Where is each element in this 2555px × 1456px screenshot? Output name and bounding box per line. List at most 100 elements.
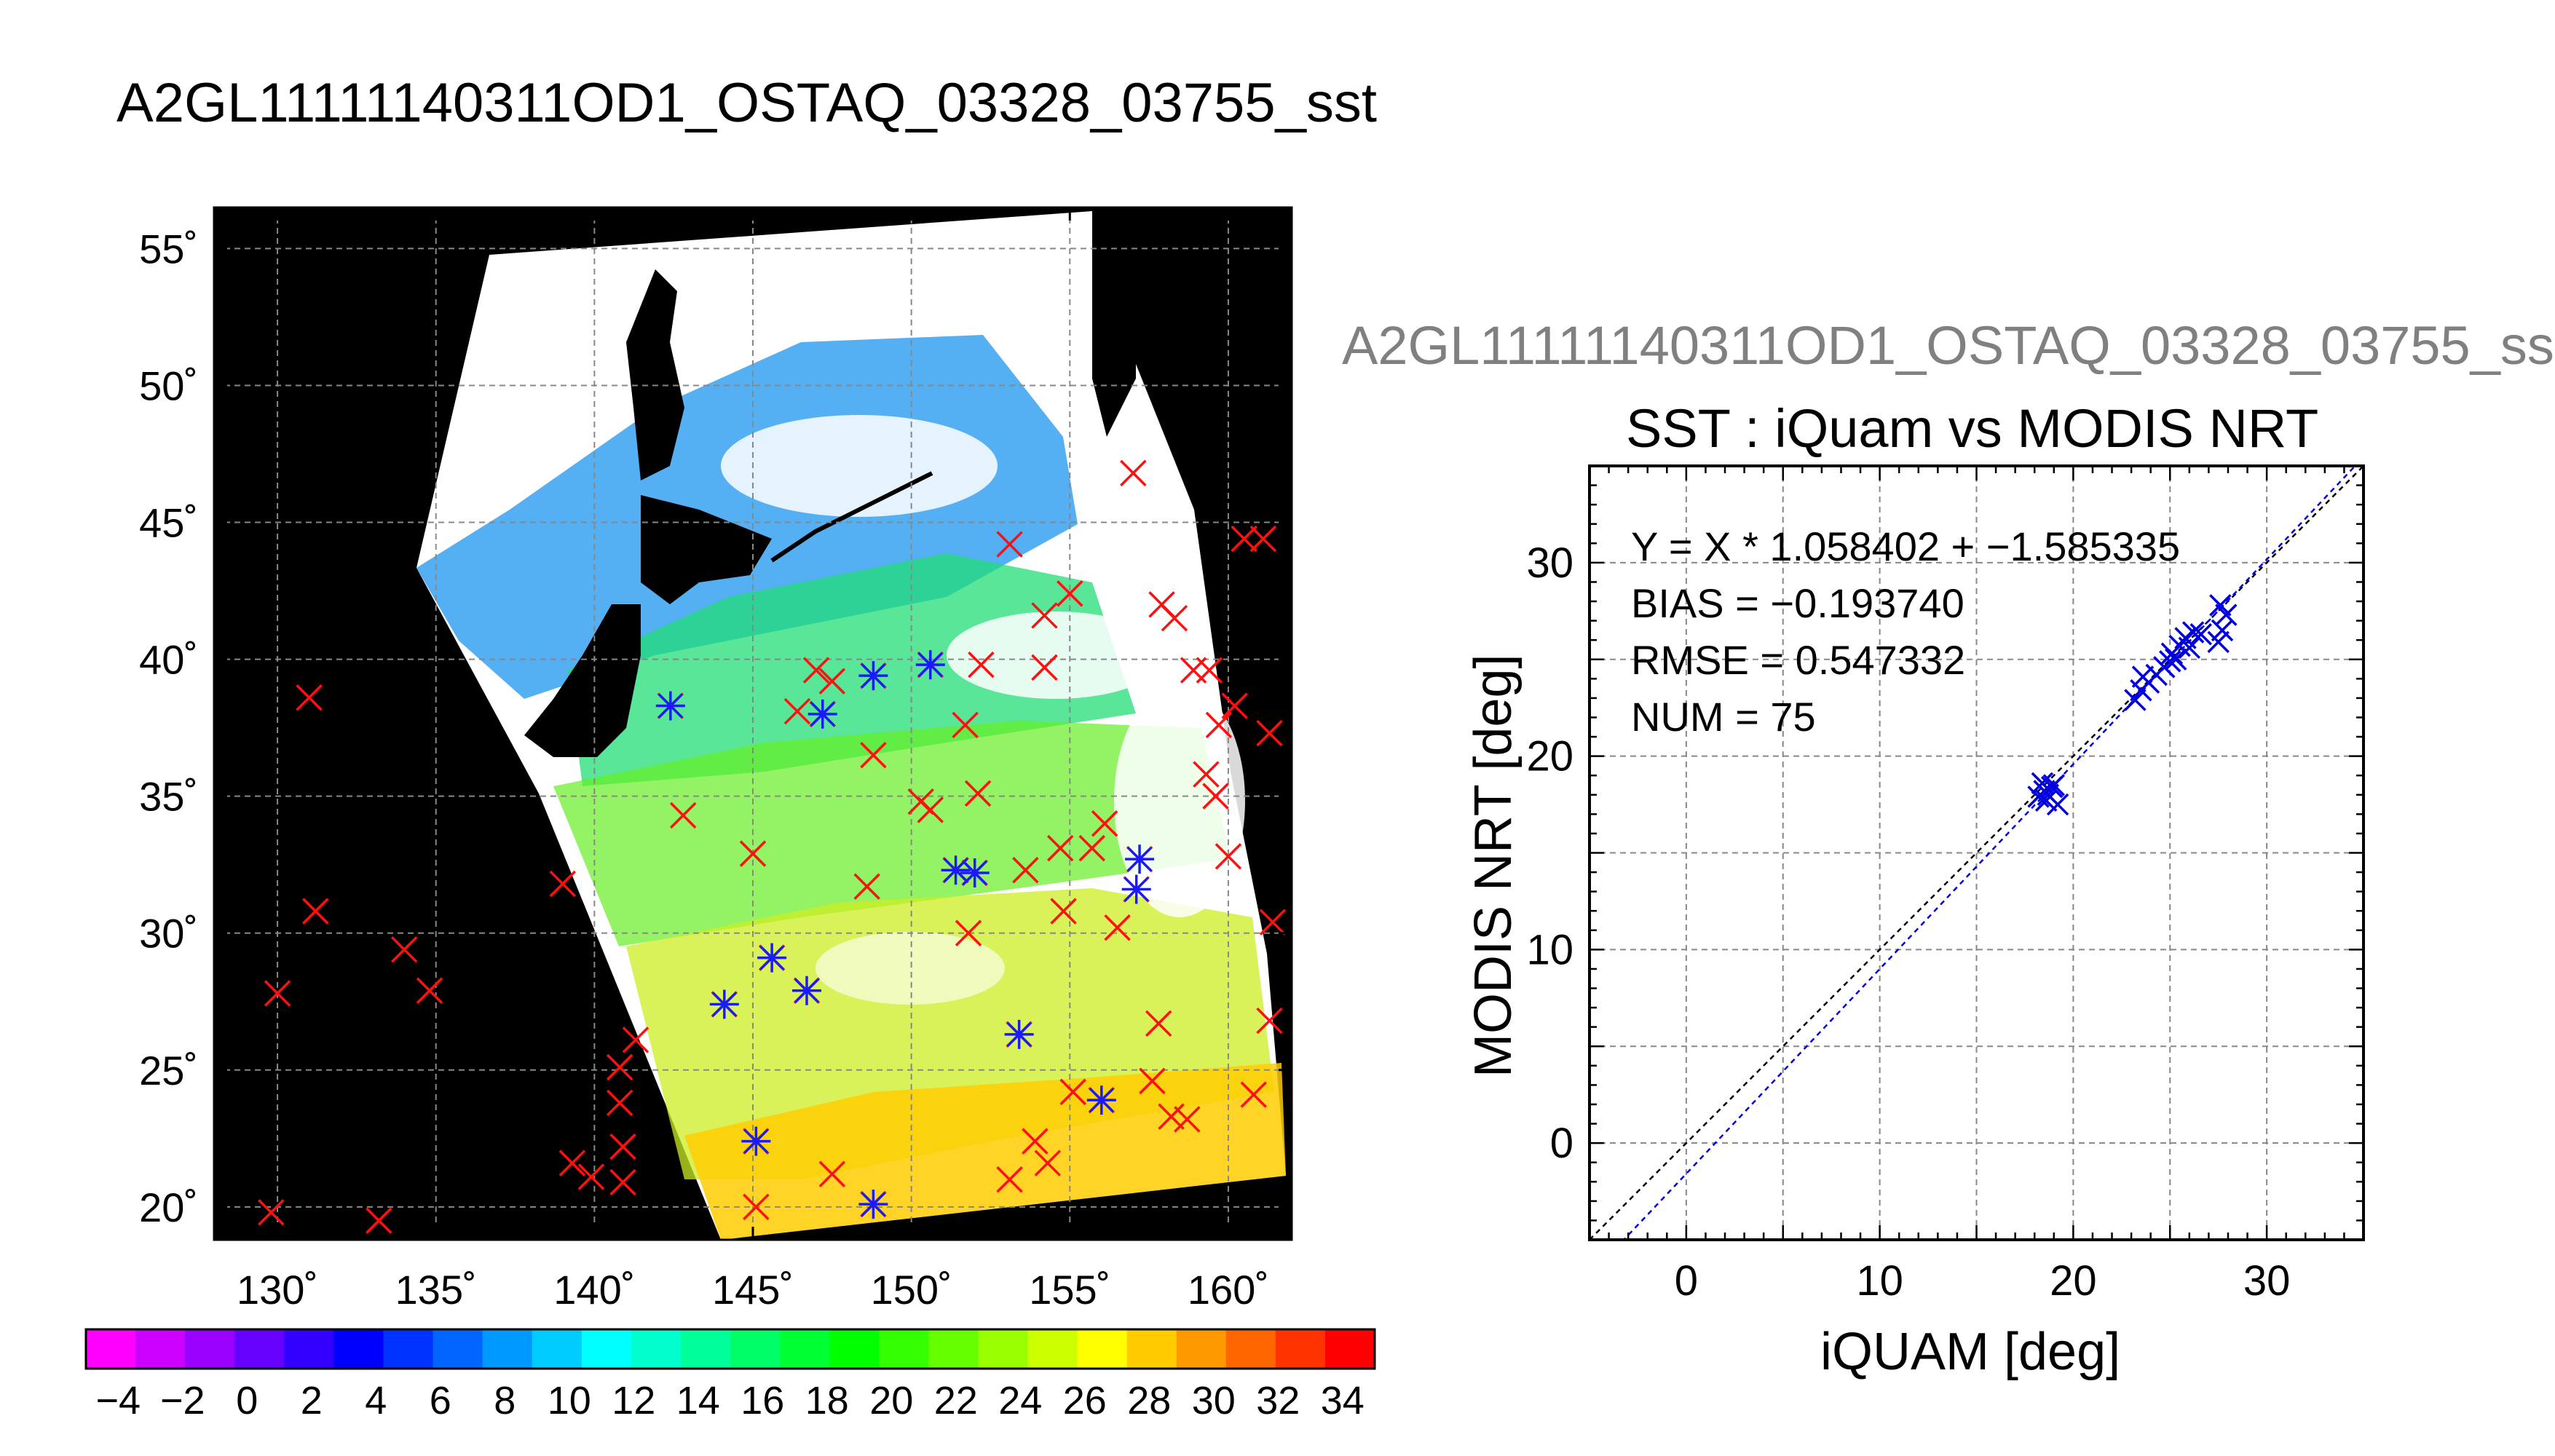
- colorbar-tick-label: 30: [1192, 1379, 1236, 1423]
- colorbar-tick-label: 26: [1063, 1379, 1107, 1423]
- unmatched-marker: [917, 796, 944, 823]
- unmatched-marker-stroke: [964, 780, 992, 807]
- colorbar-segment: [1324, 1329, 1375, 1369]
- unmatched-marker: [296, 684, 323, 711]
- unmatched-marker-stroke: [1120, 459, 1147, 487]
- unmatched-marker-stroke: [853, 873, 880, 901]
- unmatched-marker: [968, 651, 995, 678]
- unmatched-marker-stroke: [1022, 1128, 1049, 1155]
- unmatched-marker: [1012, 856, 1039, 884]
- unmatched-marker: [955, 919, 982, 946]
- scatter-point: [2159, 650, 2181, 673]
- map-ytick-label: 40˚: [139, 637, 198, 683]
- scatter-point: [2207, 630, 2230, 654]
- unmatched-marker: [1205, 711, 1233, 739]
- unmatched-marker: [783, 697, 811, 725]
- map-axes: 130˚ 135˚ 140˚ 145˚ 150˚ 155˚ 160˚ 20˚ 25˚ 30˚ 35˚…: [139, 207, 1292, 1313]
- identity-line: [1590, 466, 2364, 1240]
- colorbar-segment: [1126, 1329, 1177, 1369]
- scatter-point-stroke: [2159, 650, 2181, 673]
- unmatched-marker: [739, 840, 767, 867]
- unmatched-marker: [1256, 719, 1283, 747]
- unmatched-marker: [964, 780, 992, 807]
- scatter-point-stroke: [2215, 604, 2238, 626]
- unmatched-marker: [1221, 692, 1248, 719]
- unmatched-marker-stroke: [1161, 604, 1188, 632]
- unmatched-marker-stroke: [1193, 761, 1220, 788]
- unmatched-marker: [952, 711, 979, 739]
- matched-marker-blue: [709, 989, 739, 1019]
- unmatched-marker: [1249, 525, 1277, 553]
- unmatched-marker-stroke: [1205, 711, 1233, 739]
- colorbar-segment: [433, 1329, 483, 1369]
- unmatched-marker-stroke: [1050, 898, 1077, 925]
- unmatched-marker-stroke: [1145, 1010, 1172, 1037]
- unmatched-marker: [996, 531, 1023, 558]
- matched-marker-blue: [915, 650, 945, 680]
- colorbar-segment: [284, 1329, 334, 1369]
- unmatched-marker: [558, 1150, 586, 1176]
- unmatched-marker: [1139, 1067, 1166, 1095]
- colorbar-segment: [185, 1329, 235, 1369]
- unmatched-marker-stroke: [1174, 1106, 1201, 1133]
- scatter-point: [2178, 636, 2201, 660]
- unmatched-marker: [1240, 1081, 1268, 1108]
- scatter-point: [2164, 648, 2187, 670]
- unmatched-marker-stroke: [609, 1133, 636, 1160]
- scatter-point: [2034, 789, 2058, 812]
- map-xtick-label: 140˚: [553, 1267, 635, 1313]
- matched-marker-blue: [858, 661, 888, 691]
- unmatched-marker: [1196, 657, 1223, 684]
- unmatched-marker: [669, 802, 697, 829]
- unmatched-marker: [1158, 1103, 1185, 1130]
- unmatched-marker-stroke: [1249, 525, 1277, 553]
- land-sakhalin: [626, 269, 684, 480]
- unmatched-marker-stroke: [996, 1166, 1023, 1193]
- colorbar-segment: [581, 1329, 632, 1369]
- unmatched-marker-stroke: [549, 870, 577, 898]
- scatter-point-stroke: [2211, 619, 2234, 642]
- map-xtick-label: 160˚: [1188, 1267, 1269, 1313]
- colorbar-segment: [482, 1329, 533, 1369]
- scatter-point: [2209, 594, 2232, 617]
- colorbar-segment: [135, 1329, 186, 1369]
- colorbar-segment: [680, 1329, 731, 1369]
- unmatched-marker-stroke: [606, 1053, 633, 1081]
- colorbar-tick-label: 2: [301, 1379, 323, 1423]
- unmatched-marker-stroke: [1091, 810, 1118, 837]
- colorbar-tick-label: 14: [676, 1379, 720, 1423]
- unmatched-marker-stroke: [739, 840, 767, 867]
- scatter-ytick-label: 10: [1526, 926, 1573, 973]
- scatter-point: [2124, 689, 2147, 711]
- matched-marker-blue: [1121, 874, 1151, 904]
- unmatched-marker-stroke: [1046, 834, 1074, 862]
- map-ytick-label: 50˚: [139, 363, 198, 408]
- unmatched-marker-stroke: [609, 1168, 636, 1196]
- scatter-xtick-label: 10: [1856, 1257, 1903, 1305]
- unmatched-marker-stroke: [955, 919, 982, 946]
- cloud-patch: [721, 415, 998, 517]
- colorbar-segment: [86, 1329, 136, 1369]
- unmatched-marker: [860, 742, 887, 769]
- unmatched-marker-stroke: [1221, 692, 1248, 719]
- matched-marker-blue: [655, 691, 685, 721]
- colorbar-segment: [631, 1329, 682, 1369]
- unmatched-marker: [802, 657, 830, 684]
- map-ytick-label: 55˚: [139, 226, 198, 272]
- unmatched-marker-stroke: [952, 711, 979, 739]
- scatter-xtick-label: 0: [1675, 1257, 1698, 1305]
- unmatched-marker: [609, 1168, 636, 1196]
- colorbar: −4 −2 0 2 4 6 8 10 12 14 16 18 20 22 24 26 28 30 32 34: [84, 1328, 1376, 1423]
- sample-count: NUM = 75: [1631, 694, 1816, 740]
- colorbar-segment: [928, 1329, 979, 1369]
- x-axis-label: iQUAM [deg]: [1820, 1323, 2121, 1381]
- unmatched-marker: [1078, 834, 1106, 862]
- unmatched-marker-stroke: [296, 684, 323, 711]
- land-kurils: [770, 471, 933, 563]
- unmatched-marker: [1193, 761, 1220, 788]
- unmatched-marker-stroke: [1139, 1067, 1166, 1095]
- colorbar-segment: [978, 1329, 1029, 1369]
- scatter-ytick-label: 30: [1526, 539, 1573, 587]
- scatter-point: [2211, 619, 2234, 642]
